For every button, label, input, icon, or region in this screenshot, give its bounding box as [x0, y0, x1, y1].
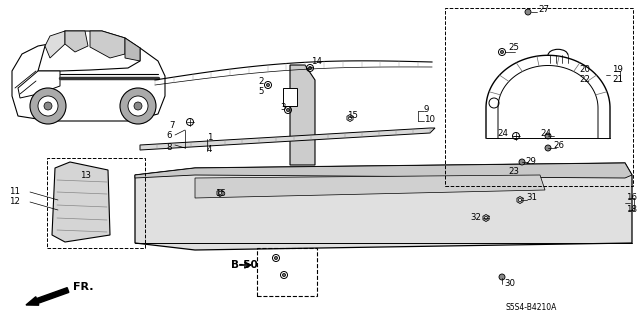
Polygon shape: [290, 65, 315, 165]
Text: 12: 12: [9, 197, 20, 206]
Text: 20: 20: [579, 65, 590, 75]
Circle shape: [128, 96, 148, 116]
Text: 2: 2: [258, 77, 264, 85]
Text: 25: 25: [508, 43, 519, 53]
Text: 6: 6: [166, 131, 172, 140]
Text: 24: 24: [497, 129, 508, 137]
Text: 23: 23: [508, 167, 519, 176]
Text: 21: 21: [612, 76, 623, 85]
Polygon shape: [65, 31, 88, 52]
Circle shape: [287, 108, 289, 112]
Polygon shape: [12, 41, 165, 121]
Text: 27: 27: [538, 4, 549, 13]
Circle shape: [275, 256, 278, 260]
Bar: [47, 158, 145, 248]
Circle shape: [266, 84, 269, 86]
Circle shape: [519, 159, 525, 165]
Polygon shape: [18, 71, 60, 98]
Bar: [257, 248, 317, 296]
FancyArrow shape: [26, 288, 69, 305]
Polygon shape: [125, 38, 140, 61]
Polygon shape: [38, 31, 140, 71]
Circle shape: [499, 274, 505, 280]
Text: 22: 22: [579, 76, 590, 85]
Text: 19: 19: [612, 65, 623, 75]
Circle shape: [30, 88, 66, 124]
Text: 16: 16: [626, 192, 637, 202]
Text: 7: 7: [170, 121, 175, 130]
Circle shape: [134, 102, 142, 110]
Circle shape: [545, 145, 551, 151]
Text: S5S4-B4210A: S5S4-B4210A: [505, 303, 556, 313]
Bar: [283, 88, 297, 106]
Text: 32: 32: [470, 212, 481, 221]
Text: 31: 31: [526, 194, 537, 203]
Text: 11: 11: [9, 188, 20, 197]
Circle shape: [308, 66, 312, 70]
Polygon shape: [195, 175, 545, 198]
Text: 15: 15: [215, 189, 226, 197]
Text: 24: 24: [540, 129, 551, 137]
Polygon shape: [135, 163, 632, 250]
Text: 5: 5: [258, 86, 264, 95]
Text: 14: 14: [311, 57, 322, 66]
Polygon shape: [135, 163, 632, 178]
Text: 1: 1: [207, 133, 212, 143]
Circle shape: [282, 273, 285, 277]
Text: 8: 8: [166, 144, 172, 152]
Text: 13: 13: [80, 172, 91, 181]
Text: 26: 26: [553, 142, 564, 151]
Bar: [445, 8, 633, 186]
Circle shape: [545, 133, 551, 139]
Polygon shape: [90, 31, 125, 58]
Text: 29: 29: [525, 157, 536, 166]
Text: 3: 3: [280, 102, 285, 112]
Text: 15: 15: [347, 112, 358, 121]
Text: 18: 18: [626, 204, 637, 213]
Text: FR.: FR.: [73, 282, 93, 292]
Text: 9: 9: [424, 106, 429, 115]
Polygon shape: [52, 162, 110, 242]
Text: 30: 30: [504, 278, 515, 287]
Circle shape: [44, 102, 52, 110]
Polygon shape: [140, 128, 435, 150]
Circle shape: [500, 50, 504, 54]
Text: B-50: B-50: [231, 260, 258, 270]
Text: 10: 10: [424, 115, 435, 124]
Circle shape: [38, 96, 58, 116]
Polygon shape: [45, 31, 65, 58]
Circle shape: [525, 9, 531, 15]
Circle shape: [120, 88, 156, 124]
Text: 4: 4: [207, 145, 212, 154]
